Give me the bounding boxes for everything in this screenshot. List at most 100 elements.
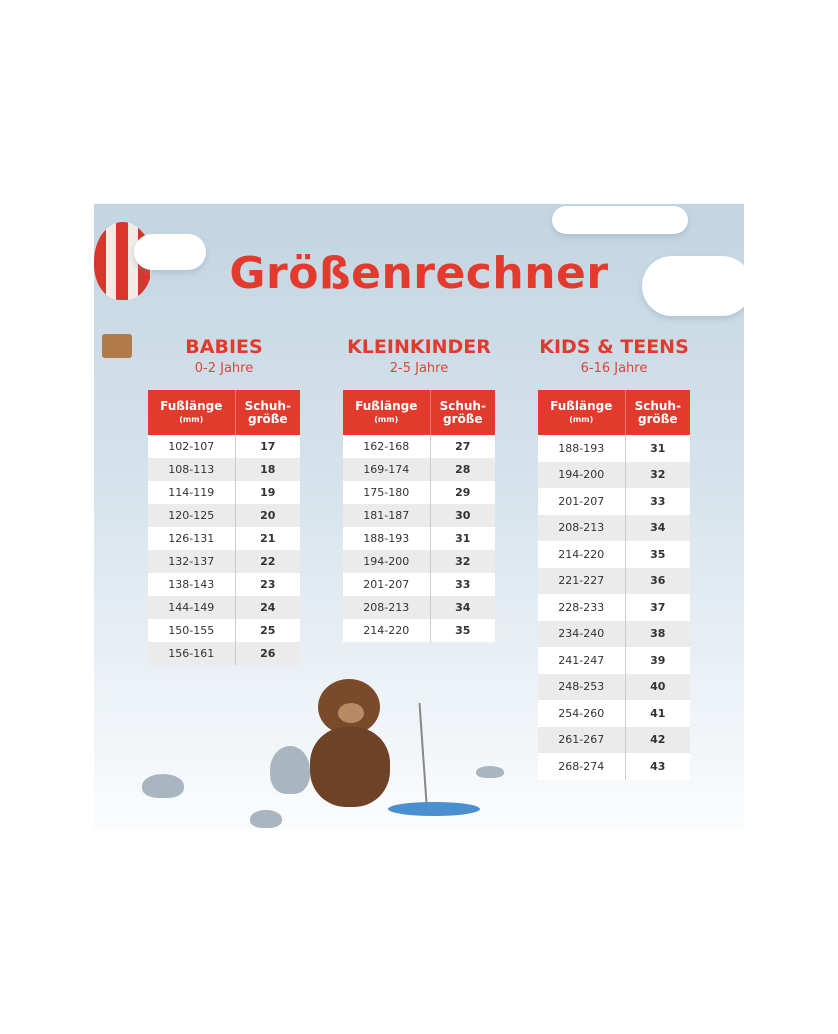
foot-length-cell: 108-113: [148, 458, 236, 481]
shoe-size-cell: 26: [235, 642, 300, 665]
header-size-label-2: größe: [637, 411, 678, 426]
foot-length-cell: 156-161: [148, 642, 236, 665]
group-title: KLEINKINDER: [347, 336, 491, 358]
header-foot-length: Fußlänge (mm): [148, 390, 236, 435]
table-row: 132-137 22: [148, 550, 300, 573]
foot-length-cell: 175-180: [343, 481, 431, 504]
header-foot-length-label: Fußlänge: [550, 398, 613, 413]
shoe-size-cell: 37: [625, 594, 690, 621]
shoe-size-cell: 21: [235, 527, 300, 550]
rock-illustration: [270, 746, 310, 794]
header-unit-label: (mm): [569, 414, 594, 424]
foot-length-cell: 248-253: [538, 673, 626, 700]
foot-length-cell: 214-220: [343, 619, 431, 642]
table-row: 156-161 26: [148, 642, 300, 665]
shoe-size-cell: 33: [430, 573, 495, 596]
table-row: 138-143 23: [148, 573, 300, 596]
table-row: 120-125 20: [148, 504, 300, 527]
table-row: 214-220 35: [343, 619, 495, 642]
rock-illustration: [476, 766, 504, 778]
header-shoe-size: Schuh-größe: [235, 390, 300, 435]
shoe-size-cell: 32: [430, 550, 495, 573]
size-group-kids: KIDS & TEENS 6-16 Jahre Fußlänge (mm) Sch…: [538, 336, 690, 780]
foot-length-cell: 114-119: [148, 481, 236, 504]
foot-length-cell: 208-213: [343, 596, 431, 619]
foot-length-cell: 221-227: [538, 567, 626, 594]
table-row: 188-193 31: [343, 527, 495, 550]
foot-length-cell: 150-155: [148, 619, 236, 642]
table-row: 234-240 38: [538, 620, 690, 647]
size-group-babies: BABIES 0-2 Jahre Fußlänge (mm) Schuh-größ…: [148, 336, 300, 665]
header-size-label-1: Schuh-: [634, 398, 681, 413]
shoe-size-cell: 29: [430, 481, 495, 504]
header-size-label-2: größe: [442, 411, 483, 426]
shoe-size-cell: 31: [625, 435, 690, 462]
group-age-range: 6-16 Jahre: [580, 361, 648, 376]
page-title: Größenrechner: [229, 248, 609, 299]
shoe-size-cell: 24: [235, 596, 300, 619]
table-row: 144-149 24: [148, 596, 300, 619]
foot-length-cell: 102-107: [148, 435, 236, 458]
table-row: 150-155 25: [148, 619, 300, 642]
table-row: 248-253 40: [538, 673, 690, 700]
cloud-illustration: [642, 256, 744, 316]
group-title: BABIES: [185, 336, 263, 358]
table-row: 169-174 28: [343, 458, 495, 481]
shoe-size-cell: 34: [625, 514, 690, 541]
shoe-size-cell: 36: [625, 567, 690, 594]
table-row: 181-187 30: [343, 504, 495, 527]
size-table: Fußlänge (mm) Schuh-größe 188-193 31 194-…: [538, 390, 690, 780]
size-group-klein: KLEINKINDER 2-5 Jahre Fußlänge (mm) Schuh…: [343, 336, 495, 642]
foot-length-cell: 201-207: [343, 573, 431, 596]
cloud-illustration: [552, 206, 688, 234]
foot-length-cell: 169-174: [343, 458, 431, 481]
rock-illustration: [250, 810, 282, 828]
table-row: 208-213 34: [343, 596, 495, 619]
group-age-range: 2-5 Jahre: [389, 361, 449, 376]
cloud-illustration: [134, 234, 206, 270]
shoe-size-cell: 38: [625, 620, 690, 647]
table-row: 126-131 21: [148, 527, 300, 550]
foot-length-cell: 162-168: [343, 435, 431, 458]
header-size-label-1: Schuh-: [244, 398, 291, 413]
shoe-size-cell: 35: [625, 541, 690, 568]
foot-length-cell: 201-207: [538, 488, 626, 515]
foot-length-cell: 241-247: [538, 647, 626, 674]
shoe-size-cell: 17: [235, 435, 300, 458]
size-chart-banner: Größenrechner BABIES 0-2 Jahre Fußlänge(…: [94, 204, 744, 830]
foot-length-cell: 188-193: [538, 435, 626, 462]
shoe-size-cell: 40: [625, 673, 690, 700]
header-shoe-size: Schuh-größe: [625, 390, 690, 435]
foot-length-cell: 194-200: [538, 461, 626, 488]
foot-length-cell: 261-267: [538, 726, 626, 753]
shoe-size-cell: 34: [430, 596, 495, 619]
shoe-size-cell: 18: [235, 458, 300, 481]
table-row: 108-113 18: [148, 458, 300, 481]
table-row: 201-207 33: [538, 488, 690, 515]
water-puddle-illustration: [388, 802, 480, 816]
bear-fishing-illustration: [304, 679, 434, 814]
shoe-size-cell: 23: [235, 573, 300, 596]
header-unit-label: (mm): [179, 414, 204, 424]
shoe-size-cell: 41: [625, 700, 690, 727]
foot-length-cell: 132-137: [148, 550, 236, 573]
shoe-size-cell: 22: [235, 550, 300, 573]
foot-length-cell: 144-149: [148, 596, 236, 619]
header-foot-length-label: Fußlänge: [355, 398, 418, 413]
table-row: 254-260 41: [538, 700, 690, 727]
table-row: 194-200 32: [538, 461, 690, 488]
table-row: 261-267 42: [538, 726, 690, 753]
foot-length-cell: 214-220: [538, 541, 626, 568]
table-row: 194-200 32: [343, 550, 495, 573]
header-shoe-size: Schuh-größe: [430, 390, 495, 435]
shoe-size-cell: 43: [625, 753, 690, 780]
foot-length-cell: 181-187: [343, 504, 431, 527]
table-row: 221-227 36: [538, 567, 690, 594]
table-row: 241-247 39: [538, 647, 690, 674]
shoe-size-cell: 31: [430, 527, 495, 550]
foot-length-cell: 138-143: [148, 573, 236, 596]
foot-length-cell: 194-200: [343, 550, 431, 573]
table-header: Fußlänge (mm) Schuh-größe: [148, 390, 300, 435]
shoe-size-cell: 32: [625, 461, 690, 488]
shoe-size-cell: 35: [430, 619, 495, 642]
